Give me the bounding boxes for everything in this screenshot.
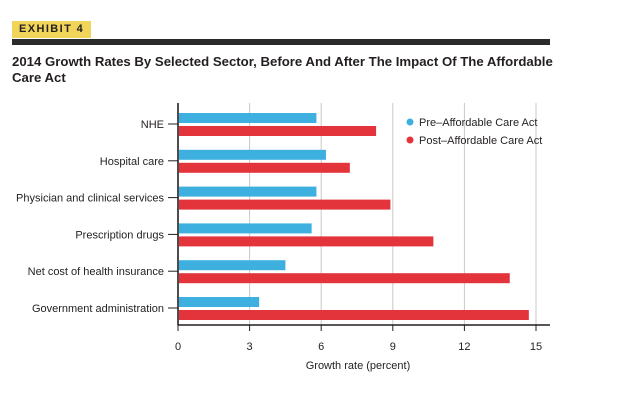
x-tick-label-0: 0 [175,341,181,353]
y-tick-label-5: Government administration [32,303,164,315]
y-tick-label-3: Prescription drugs [75,229,164,241]
bar-post-3 [179,236,434,247]
exhibit-label: EXHIBIT 4 [12,21,92,38]
y-tick-label-1: Hospital care [100,156,164,168]
bar-pre-1 [179,149,326,160]
axes: NHE Hospital care Physician and clinical s… [16,103,550,353]
bar-pre-0 [179,113,317,123]
y-tick-label-4: Net cost of health insurance [28,266,164,278]
bar-pre-5 [179,297,260,307]
x-tick-label-12: 12 [458,341,470,353]
bar-post-4 [179,273,510,284]
bar-pre-2 [179,186,317,197]
bar-post-5 [179,310,529,320]
y-tick-label-2: Physician and clinical services [16,193,164,205]
top-rule [12,39,550,45]
legend-label-post: Post–Affordable Care Act [419,135,542,147]
legend: Pre–Affordable Care Act Post–Affordable C… [406,117,542,147]
bar-post-2 [179,199,391,210]
bar-pre-4 [179,260,286,271]
x-tick-label-15: 15 [530,341,542,353]
legend-marker-pre [406,118,414,126]
legend-label-pre: Pre–Affordable Care Act [419,117,537,129]
bars [179,113,529,320]
gridlines [249,103,537,325]
x-axis-title: Growth rate (percent) [306,360,411,372]
x-tick-label-9: 9 [390,341,396,353]
bar-pre-3 [179,223,312,234]
chart-title: 2014 Growth Rates By Selected Sector, Be… [12,54,553,85]
legend-marker-post [406,136,414,144]
x-tick-label-6: 6 [318,341,324,353]
y-tick-label-0: NHE [141,119,164,131]
bar-post-0 [179,126,377,136]
x-tick-label-3: 3 [247,341,253,353]
bar-post-1 [179,162,350,173]
